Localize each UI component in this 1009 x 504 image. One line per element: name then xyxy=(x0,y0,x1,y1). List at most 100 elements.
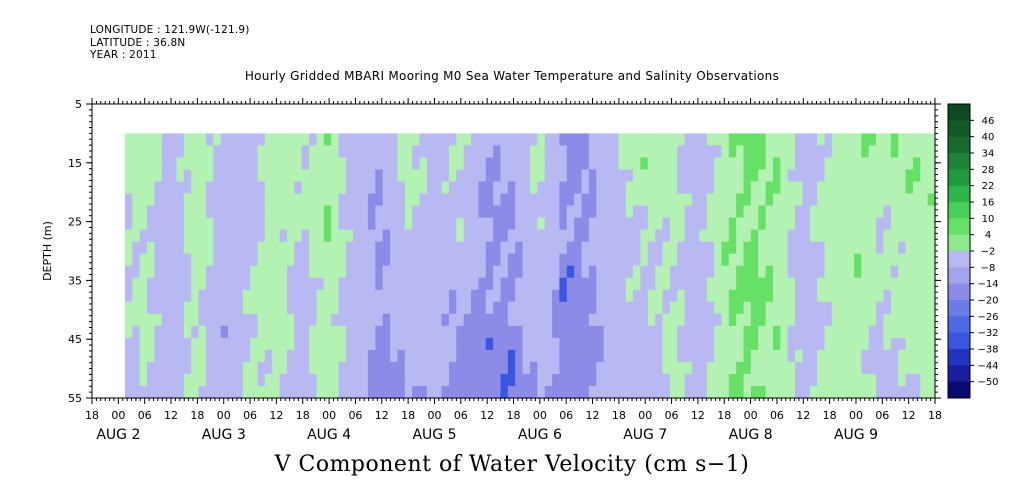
heatmap-cell xyxy=(228,253,236,267)
heatmap-cell xyxy=(647,289,656,303)
heatmap-cell xyxy=(205,133,214,147)
heatmap-cell xyxy=(669,133,678,147)
heatmap-cell xyxy=(448,133,457,147)
heatmap-cell xyxy=(817,193,826,207)
x-hour-label: 00 xyxy=(849,409,863,422)
heatmap-cell xyxy=(640,265,649,279)
heatmap-cell xyxy=(736,361,745,375)
heatmap-cell xyxy=(750,253,759,267)
heatmap-cell xyxy=(588,229,597,243)
heatmap-cell xyxy=(861,193,870,207)
heatmap-cell xyxy=(316,313,325,327)
heatmap-cell xyxy=(522,157,531,171)
heatmap-cell xyxy=(802,277,811,291)
colorbar-label: −8 xyxy=(981,263,996,274)
heatmap-cell xyxy=(353,277,362,291)
heatmap-cell xyxy=(927,301,936,315)
heatmap-cell xyxy=(198,193,207,207)
heatmap-cell xyxy=(714,145,723,159)
heatmap-cell xyxy=(588,325,597,339)
heatmap-cell xyxy=(404,373,413,387)
heatmap-cell xyxy=(390,337,398,351)
heatmap-cell xyxy=(316,385,325,399)
heatmap-cell xyxy=(647,217,656,231)
heatmap-cell xyxy=(603,313,612,327)
x-hour-label: 06 xyxy=(138,409,152,422)
heatmap-cell xyxy=(618,193,627,207)
heatmap-cell xyxy=(353,145,362,159)
heatmap-cell xyxy=(507,169,516,183)
heatmap-cell xyxy=(426,349,435,363)
heatmap-cell xyxy=(846,349,855,363)
heatmap-cell xyxy=(780,385,789,399)
colorbar-label: −26 xyxy=(977,312,998,323)
heatmap-cell xyxy=(228,133,236,147)
heatmap-cell xyxy=(471,205,480,219)
heatmap-cell xyxy=(861,265,870,279)
heatmap-cell xyxy=(728,229,737,243)
heatmap-cell xyxy=(662,325,671,339)
colorbar-label: −50 xyxy=(977,377,998,388)
heatmap-cell xyxy=(876,289,885,303)
heatmap-cell xyxy=(301,205,310,219)
heatmap-cell xyxy=(463,253,472,267)
heatmap-cell xyxy=(515,205,524,219)
heatmap-cell xyxy=(876,385,885,399)
heatmap-cell xyxy=(817,229,826,243)
heatmap-cell xyxy=(316,157,325,171)
heatmap-cell xyxy=(618,217,627,231)
heatmap-cell xyxy=(345,241,354,255)
heatmap-cell xyxy=(316,289,325,303)
heatmap-cell xyxy=(220,289,229,303)
heatmap-cell xyxy=(191,265,200,279)
heatmap-cell xyxy=(235,133,244,147)
heatmap-cell xyxy=(728,361,737,375)
heatmap-cell xyxy=(846,169,855,183)
heatmap-cell xyxy=(846,181,855,195)
heatmap-cell xyxy=(183,349,192,363)
colorbar-swatch xyxy=(948,316,970,334)
heatmap-cell xyxy=(250,181,259,195)
heatmap-cell xyxy=(758,169,767,183)
heatmap-cell xyxy=(279,229,288,243)
heatmap-cell xyxy=(169,205,178,219)
heatmap-cell xyxy=(596,301,605,315)
heatmap-cell xyxy=(566,181,575,195)
heatmap-cell xyxy=(581,217,590,231)
heatmap-cell xyxy=(817,265,826,279)
heatmap-cell xyxy=(507,157,516,171)
heatmap-cell xyxy=(552,325,561,339)
heatmap-cell xyxy=(272,361,281,375)
heatmap-cell xyxy=(831,217,840,231)
heatmap-cell xyxy=(537,361,546,375)
heatmap-cell xyxy=(242,301,251,315)
heatmap-cell xyxy=(920,313,929,327)
heatmap-cell xyxy=(448,313,457,327)
heatmap-cell xyxy=(618,289,627,303)
heatmap-cell xyxy=(345,169,354,183)
heatmap-cell xyxy=(898,241,907,255)
heatmap-cell xyxy=(515,361,524,375)
x-day-label: AUG 8 xyxy=(729,427,773,443)
heatmap-cell xyxy=(264,385,273,399)
heatmap-cell xyxy=(566,217,575,231)
heatmap-cell xyxy=(912,193,921,207)
heatmap-cell xyxy=(552,205,561,219)
heatmap-cell xyxy=(691,145,700,159)
heatmap-cell xyxy=(890,205,899,219)
heatmap-cell xyxy=(758,193,767,207)
heatmap-cell xyxy=(684,337,693,351)
heatmap-cell xyxy=(235,205,244,219)
heatmap-cell xyxy=(441,277,450,291)
heatmap-cell xyxy=(353,205,362,219)
heatmap-cell xyxy=(544,145,553,159)
heatmap-cell xyxy=(456,217,465,231)
heatmap-cell xyxy=(898,253,907,267)
heatmap-cell xyxy=(706,157,715,171)
x-hour-label: 12 xyxy=(480,409,494,422)
heatmap-cell xyxy=(743,265,752,279)
x-hour-label: 18 xyxy=(85,409,99,422)
heatmap-cell xyxy=(728,217,737,231)
heatmap-cell xyxy=(515,313,524,327)
heatmap-cell xyxy=(552,349,561,363)
